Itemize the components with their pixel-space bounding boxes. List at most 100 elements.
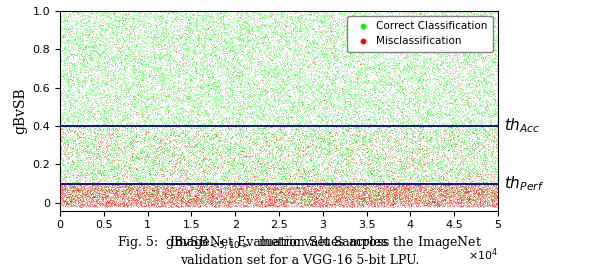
Point [352,202,362,207]
Point [140,64,149,68]
Point [289,110,299,114]
Point [452,172,462,177]
Point [207,190,217,195]
Point [427,148,437,152]
Point [71,139,80,143]
Point [350,79,359,83]
Point [335,103,345,107]
Point [293,43,303,47]
Point [382,138,392,143]
Point [221,46,231,50]
Point [143,139,152,143]
Point [401,35,411,39]
Point [210,84,220,88]
Point [467,205,476,209]
Point [166,196,176,200]
Point [93,197,103,201]
Point [268,138,277,142]
Point [473,204,483,209]
Point [307,122,317,127]
Point [161,188,170,192]
Point [61,59,71,63]
Point [101,65,110,69]
Point [258,107,268,112]
Point [491,191,500,196]
Point [77,12,87,17]
Point [485,193,495,197]
Point [244,175,253,180]
Point [92,69,101,74]
Point [463,150,472,154]
Point [425,190,435,195]
Point [186,23,196,28]
Point [238,139,247,143]
Point [99,13,109,17]
Point [466,179,475,183]
Point [200,195,209,199]
Point [463,118,472,122]
Point [331,201,340,205]
Point [77,191,87,195]
Point [205,86,215,90]
Point [296,159,306,163]
Point [329,89,339,94]
Point [335,146,345,151]
Point [340,92,349,96]
Point [367,192,377,197]
Point [229,189,238,194]
Point [130,68,140,72]
Point [234,158,244,162]
Point [281,15,291,20]
Point [262,119,272,123]
Point [104,133,113,137]
Point [269,43,279,48]
Point [427,130,437,135]
Point [69,194,79,198]
Point [74,204,83,208]
Point [149,22,158,27]
Point [320,181,329,185]
Point [306,71,316,75]
Point [380,93,390,98]
Point [476,190,486,194]
Point [125,31,135,36]
Point [233,188,242,192]
Point [488,193,498,197]
Point [298,181,308,185]
Point [199,109,209,113]
Point [164,179,173,183]
Point [309,48,319,52]
Point [431,16,440,21]
Point [329,165,339,169]
Point [364,190,374,195]
Point [118,188,127,192]
Point [146,172,156,176]
Point [463,116,472,120]
Point [242,196,251,201]
Point [147,84,157,88]
Point [449,119,459,124]
Point [87,192,97,197]
Point [479,152,489,157]
Point [361,134,370,138]
Point [115,151,124,156]
Point [347,191,357,195]
Point [281,197,290,202]
Point [67,182,76,186]
Point [118,21,127,25]
Point [99,167,109,172]
Point [113,189,123,193]
Point [491,121,501,126]
Point [423,201,433,205]
Point [136,14,145,18]
Point [296,204,305,208]
Point [283,145,293,149]
Point [227,29,236,33]
Point [184,150,194,154]
Point [121,97,130,102]
Point [318,23,328,27]
Point [282,45,292,49]
Point [176,135,186,140]
Point [407,154,416,158]
Point [109,147,119,152]
